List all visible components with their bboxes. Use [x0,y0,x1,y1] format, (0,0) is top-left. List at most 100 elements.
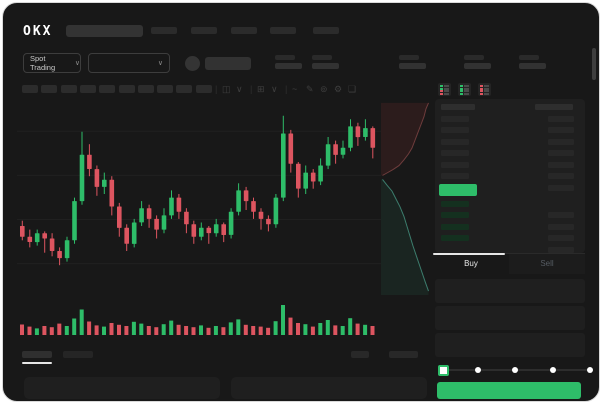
interval-button-placeholder[interactable] [99,85,116,93]
book-row-amount[interactable] [548,223,574,230]
candle-body [236,190,241,212]
volume-bar [49,327,54,335]
indicators-icon[interactable]: ⊞ [257,84,265,94]
bottom-tab-active[interactable] [22,351,52,358]
tab-sell[interactable]: Sell [540,259,554,268]
book-row-amount[interactable] [548,184,574,191]
pair-dropdown[interactable]: ∨ [88,53,170,73]
book-row-amount[interactable] [548,173,574,179]
icon-row-color [460,90,463,93]
book-row-amount[interactable] [548,150,574,156]
nav-item-placeholder[interactable] [313,27,339,34]
market-type-label: Spot Trading [30,54,56,72]
book-row-amount[interactable] [548,246,574,253]
book-ask-price[interactable] [441,127,469,133]
active-tab-indicator [433,253,505,255]
interval-button-placeholder[interactable] [157,85,174,93]
icon-row-color [440,85,443,87]
draw-icon[interactable]: ✎ [306,84,314,94]
settings-icon[interactable]: ⚙ [334,84,343,94]
fullscreen-icon[interactable]: ❏ [348,84,357,94]
book-split-view-icon[interactable] [438,83,451,96]
candle-body [303,172,308,189]
candle-body [124,227,129,244]
stat-value-placeholder [275,63,302,69]
nav-item-placeholder[interactable] [231,27,257,34]
tab-buy[interactable]: Buy [464,259,478,268]
candle-body [228,211,234,235]
bottom-action-placeholder[interactable] [389,351,418,358]
last-price-pill[interactable] [439,183,477,196]
volume-bar [273,321,278,335]
book-bid-price[interactable] [441,212,469,218]
slider-stop[interactable] [549,367,556,373]
buy-submit-button[interactable] [437,382,581,399]
line-style-icon[interactable]: ~ [292,84,298,94]
candle-type-icon[interactable]: ◫ [222,84,231,94]
toolbar-divider: | [215,84,218,94]
interval-button-placeholder[interactable] [195,85,212,93]
nav-item-placeholder[interactable] [191,27,217,34]
slider-stop[interactable] [474,367,481,373]
book-asks-view-icon[interactable] [478,83,491,96]
candle-body [184,211,189,225]
snapshot-icon[interactable]: ⊚ [320,84,328,94]
coin-avatar [185,56,200,71]
book-row-amount[interactable] [548,127,574,133]
interval-button-placeholder[interactable] [41,85,58,93]
candle-body [20,226,25,237]
pair-name-placeholder[interactable] [205,57,251,70]
candle-body [281,133,286,198]
search-input[interactable] [66,25,143,37]
book-ask-price[interactable] [441,161,469,168]
book-ask-price[interactable] [441,115,469,122]
book-ask-price[interactable] [441,150,469,156]
book-ask-price[interactable] [441,138,469,145]
slider-stop[interactable] [587,367,593,373]
bottom-tab[interactable] [63,351,93,358]
candlestick-chart[interactable] [17,99,381,295]
amount-input[interactable] [435,306,585,330]
book-bid-price[interactable] [441,223,469,230]
nav-item-placeholder[interactable] [151,27,177,34]
volume-bar [243,324,248,335]
volume-bar [72,318,77,335]
okx-logo[interactable]: OKX [23,24,53,39]
interval-button-placeholder[interactable] [22,85,38,93]
volume-bar [109,323,114,335]
volume-bar [161,324,166,335]
market-type-dropdown[interactable]: Spot Trading ∨ [23,53,81,73]
candle-body [333,144,338,155]
interval-button-placeholder[interactable] [176,85,193,93]
book-row-amount[interactable] [548,161,574,168]
nav-item-placeholder[interactable] [270,27,296,34]
volume-bar [146,326,151,335]
volume-chart [20,305,375,335]
stat-label-placeholder [312,55,332,60]
icon-row-line [464,87,469,90]
chevron-down-icon[interactable]: ∨ [236,84,243,94]
book-bid-price[interactable] [441,200,469,207]
icon-row-line [484,92,489,95]
book-row-amount[interactable] [548,212,574,218]
book-bid-price[interactable] [441,235,469,241]
scrollbar-thumb[interactable] [592,48,596,80]
total-input[interactable] [435,333,585,357]
book-row-amount[interactable] [548,115,574,122]
bottom-action-placeholder[interactable] [351,351,369,358]
book-row-amount[interactable] [548,138,574,145]
icon-row-line [444,92,449,95]
amount-slider[interactable] [438,365,593,376]
book-bids-view-icon[interactable] [458,83,471,96]
chevron-down-icon[interactable]: ∨ [271,84,278,94]
slider-handle[interactable] [438,365,449,376]
price-input[interactable] [435,279,585,303]
book-row-amount[interactable] [548,235,574,241]
book-ask-price[interactable] [441,173,469,179]
slider-stop[interactable] [512,367,518,373]
interval-button-placeholder[interactable] [118,85,135,93]
interval-button-placeholder[interactable] [79,85,96,93]
interval-button-placeholder[interactable] [60,85,77,93]
interval-button-placeholder[interactable] [137,85,154,93]
bid-depth-area [381,179,429,295]
